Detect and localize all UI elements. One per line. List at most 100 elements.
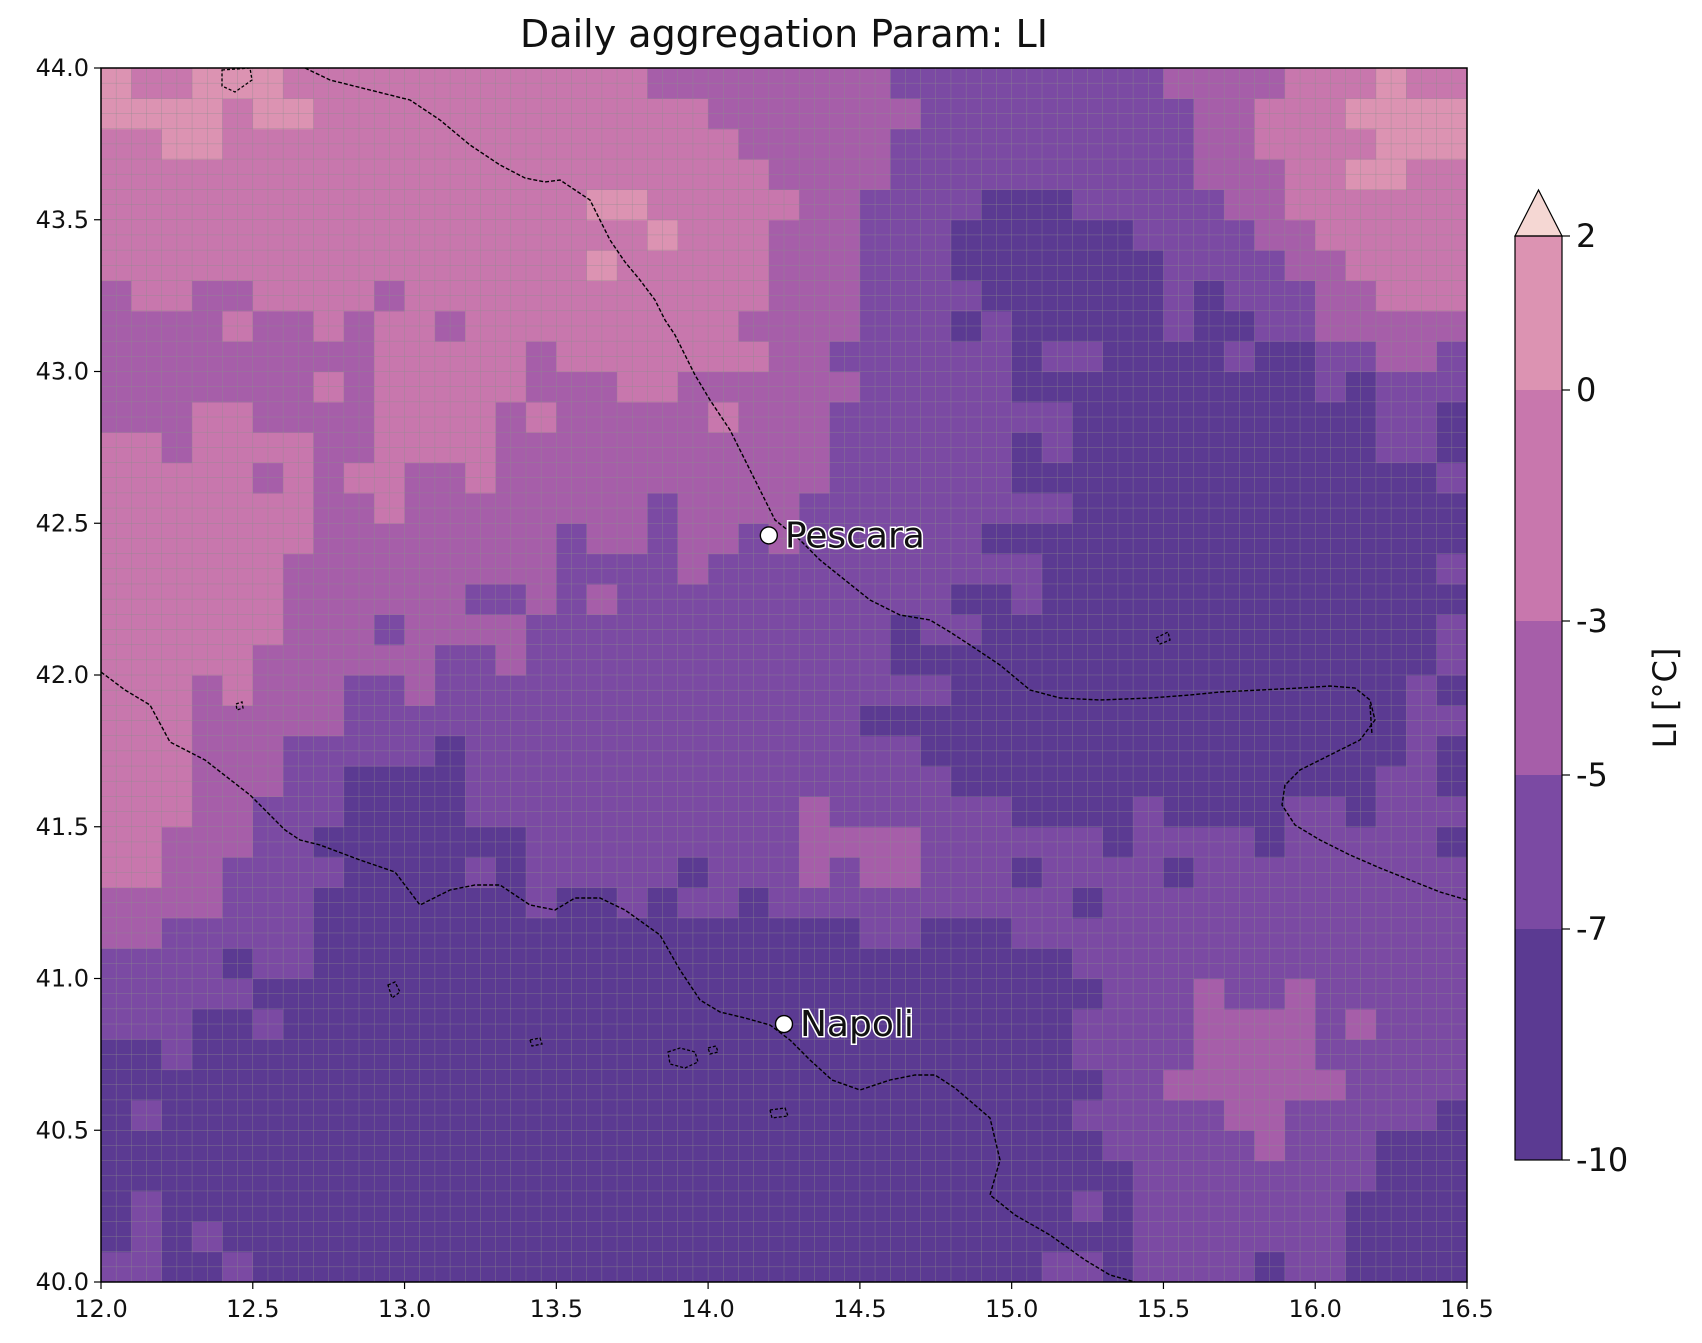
heatmap-cell xyxy=(313,432,345,464)
heatmap-cell xyxy=(1436,310,1467,342)
heatmap-cell xyxy=(556,766,588,797)
heatmap-cell xyxy=(1436,1160,1467,1192)
heatmap-cell xyxy=(283,341,315,373)
heatmap-cell xyxy=(1011,614,1043,646)
heatmap-cell xyxy=(374,1008,406,1040)
heatmap-cell xyxy=(829,189,861,221)
heatmap-cell xyxy=(1102,189,1134,221)
heatmap-cell xyxy=(708,1190,740,1222)
heatmap-cell xyxy=(586,280,618,312)
heatmap-cell xyxy=(829,917,861,949)
heatmap-cell xyxy=(222,766,254,797)
heatmap-cell xyxy=(404,644,436,676)
heatmap-cell xyxy=(1375,189,1407,221)
heatmap-cell xyxy=(1345,1008,1377,1040)
heatmap-cell xyxy=(890,98,922,130)
heatmap-cell xyxy=(525,917,557,949)
heatmap-cell xyxy=(1254,1130,1286,1162)
heatmap-cell xyxy=(192,1130,224,1162)
heatmap-cell xyxy=(1436,1099,1467,1131)
heatmap-cell xyxy=(283,887,315,919)
heatmap-cell xyxy=(222,1099,254,1131)
heatmap-cell xyxy=(1436,401,1467,433)
heatmap-cell xyxy=(1224,1251,1256,1282)
heatmap-cell xyxy=(1133,553,1165,585)
heatmap-cell xyxy=(556,705,588,737)
heatmap-cell xyxy=(1011,887,1043,919)
heatmap-cell xyxy=(1193,432,1225,464)
heatmap-cell xyxy=(495,1008,527,1040)
heatmap-cell xyxy=(829,1099,861,1131)
heatmap-cell xyxy=(1436,159,1467,190)
heatmap-cell xyxy=(434,1130,466,1162)
heatmap-cell xyxy=(374,917,406,949)
heatmap-cell xyxy=(1315,978,1347,1010)
heatmap-cell xyxy=(1345,159,1377,190)
heatmap-cell xyxy=(374,432,406,464)
heatmap-cell xyxy=(1163,614,1195,646)
heatmap-cell xyxy=(1163,280,1195,312)
heatmap-cell xyxy=(1011,371,1043,403)
heatmap-cell xyxy=(101,219,132,251)
heatmap-cell xyxy=(465,826,497,858)
heatmap-cell xyxy=(495,250,527,282)
heatmap-cell xyxy=(920,280,952,312)
heatmap-cell xyxy=(1133,1008,1165,1040)
heatmap-cell xyxy=(1072,310,1104,342)
heatmap-cell xyxy=(192,1221,224,1253)
heatmap-cell xyxy=(647,1130,679,1162)
heatmap-cell xyxy=(1254,128,1286,160)
heatmap-cell xyxy=(1133,1039,1165,1071)
heatmap-cell xyxy=(950,462,982,494)
heatmap-cell xyxy=(708,917,740,949)
heatmap-cell xyxy=(1345,735,1377,767)
heatmap-cell xyxy=(1375,462,1407,494)
heatmap-cell xyxy=(131,1008,163,1040)
heatmap-cell xyxy=(525,1221,557,1253)
heatmap-cell xyxy=(161,341,193,373)
heatmap-cell xyxy=(768,1130,800,1162)
heatmap-cell xyxy=(617,219,648,251)
heatmap-cell xyxy=(829,826,861,858)
heatmap-cell xyxy=(1406,917,1438,949)
heatmap-cell xyxy=(829,705,861,737)
heatmap-cell xyxy=(1193,644,1225,676)
heatmap-cell xyxy=(192,128,224,160)
heatmap-cell xyxy=(283,675,315,706)
heatmap-cell xyxy=(1284,1099,1316,1131)
heatmap-cell xyxy=(829,675,861,706)
heatmap-cell xyxy=(981,1160,1013,1192)
heatmap-cell xyxy=(950,1221,982,1253)
heatmap-cell xyxy=(222,917,254,949)
heatmap-cell xyxy=(950,310,982,342)
heatmap-cell xyxy=(465,735,497,767)
heatmap-cell xyxy=(161,1008,193,1040)
heatmap-cell xyxy=(525,1190,557,1222)
heatmap-cell xyxy=(1254,462,1286,494)
heatmap-cell xyxy=(890,614,922,646)
heatmap-cell xyxy=(1072,1190,1104,1222)
heatmap-cell xyxy=(1042,310,1073,342)
heatmap-cell xyxy=(1011,1251,1043,1282)
island-procida xyxy=(707,1045,719,1055)
heatmap-cell xyxy=(1375,826,1407,858)
heatmap-cell xyxy=(1375,1190,1407,1222)
heatmap-cell xyxy=(1436,553,1467,585)
heatmap-cell xyxy=(101,948,132,980)
heatmap-cell xyxy=(1254,766,1286,797)
heatmap-cell xyxy=(950,219,982,251)
heatmap-cell xyxy=(434,644,466,676)
heatmap-cell xyxy=(920,1251,952,1282)
heatmap-cell xyxy=(1345,250,1377,282)
heatmap-cell xyxy=(1375,735,1407,767)
heatmap-cell xyxy=(374,250,406,282)
heatmap-cell xyxy=(586,1251,618,1282)
heatmap-cell xyxy=(1315,462,1347,494)
city-marker xyxy=(759,526,779,545)
heatmap-cell xyxy=(131,432,163,464)
heatmap-cell xyxy=(404,280,436,312)
heatmap-cell xyxy=(1042,432,1073,464)
heatmap-cell xyxy=(708,432,740,464)
heatmap-cell xyxy=(1345,1160,1377,1192)
heatmap-cell xyxy=(1345,675,1377,706)
